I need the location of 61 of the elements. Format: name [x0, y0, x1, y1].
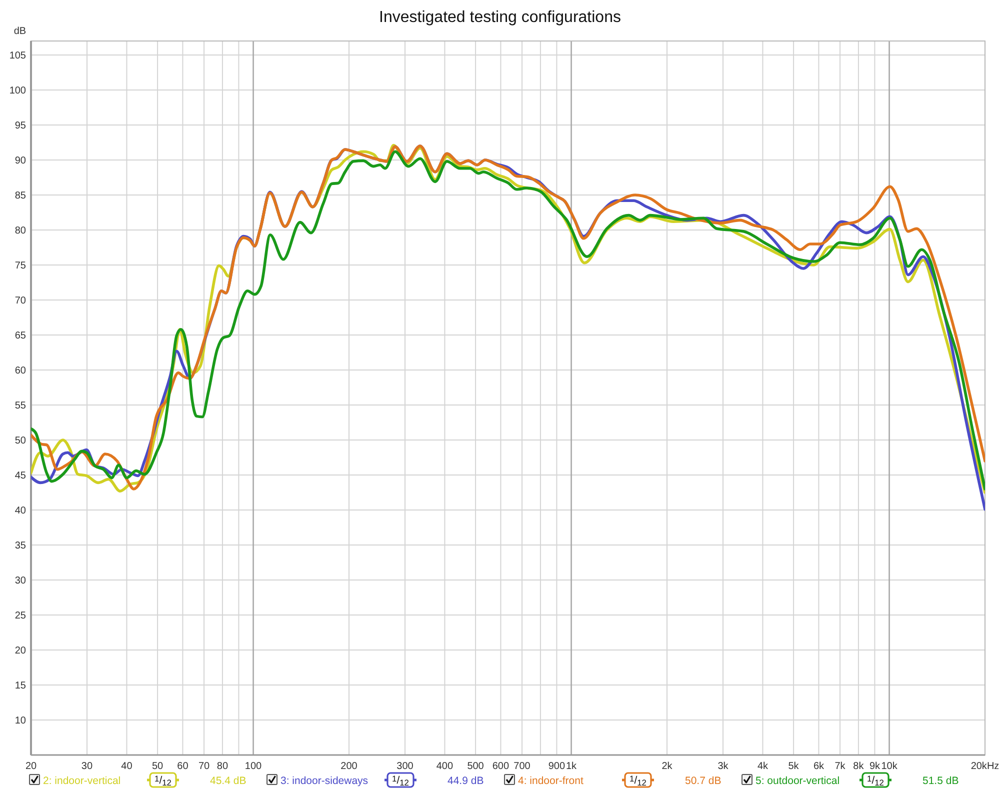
y-tick-label: 80 [14, 226, 26, 236]
x-tick-label: 8k [853, 761, 865, 772]
text: 5: outdoor-vertical [756, 775, 840, 787]
x-tick-label: 20 [25, 761, 37, 772]
y-axis-title: dB [14, 26, 26, 37]
x-tick-label: 700 [514, 761, 531, 772]
x-tick-label: 60 [177, 761, 189, 772]
text: 44.9 dB [448, 775, 484, 787]
y-tick-label: 25 [14, 610, 26, 622]
text: 3: indoor-sideways [280, 775, 368, 787]
text: 2: indoor-vertical [43, 775, 121, 787]
y-tick-label: 40 [14, 506, 26, 516]
x-tick-label: 20k [970, 761, 988, 772]
x-tick-label: 50 [152, 761, 164, 772]
y-tick-label: 105 [9, 50, 26, 62]
y-tick-label: 20 [14, 646, 26, 656]
y-tick-label: 15 [14, 680, 26, 692]
x-tick-label: 2k [662, 761, 674, 772]
x-tick-label: 200 [340, 761, 358, 772]
y-tick-label: 50 [14, 436, 26, 446]
x-tick-label: 900 [548, 761, 566, 772]
chart-title: Investigated testing configurations [379, 9, 621, 26]
y-tick-label: 60 [14, 366, 26, 376]
text: $^{1}$/$_{12}$ [392, 773, 410, 788]
y-tick-label: 55 [14, 400, 26, 412]
x-tick-label: 9k [869, 761, 881, 772]
text: $^{1}$/$_{12}$ [630, 773, 647, 788]
y-tick-label: 65 [14, 330, 26, 342]
text: $^{1}$/$_{12}$ [154, 773, 172, 788]
x-axis-title: Hz [986, 761, 1000, 772]
x-tick-label: 400 [436, 761, 454, 772]
y-tick-label: 70 [14, 296, 26, 306]
x-tick-label: 40 [121, 761, 133, 772]
y-tick-label: 85 [14, 190, 26, 202]
y-tick-label: 95 [14, 120, 26, 132]
y-tick-label: 45 [14, 470, 26, 482]
y-tick-label: 90 [14, 156, 26, 166]
x-tick-label: 80 [216, 761, 228, 772]
x-tick-label: 10k [881, 761, 898, 772]
x-tick-label: 100 [244, 761, 262, 772]
y-tick-label: 100 [9, 86, 26, 96]
x-tick-label: 500 [467, 761, 484, 772]
x-tick-label: 5k [788, 761, 800, 772]
y-tick-label: 10 [14, 716, 26, 726]
y-tick-label: 30 [14, 576, 26, 586]
y-tick-label: 35 [14, 540, 26, 552]
text: 45.4 dB [210, 775, 246, 787]
x-tick-label: 6k [813, 761, 826, 772]
y-tick-label: 75 [14, 260, 26, 272]
x-tick-label: 4k [757, 761, 770, 772]
x-tick-label: 30 [81, 761, 93, 772]
x-tick-label: 7k [834, 761, 846, 772]
text: $^{1}$/$_{12}$ [867, 773, 884, 788]
x-tick-label: 3k [718, 761, 730, 772]
x-tick-label: 300 [396, 761, 414, 772]
text: 51.5 dB [922, 775, 959, 787]
x-tick-label: 70 [198, 761, 210, 772]
text: 4: indoor-front [518, 775, 584, 787]
x-tick-label: 1k [566, 761, 578, 772]
text: 50.7 dB [685, 775, 722, 787]
x-tick-label: 600 [492, 761, 510, 772]
